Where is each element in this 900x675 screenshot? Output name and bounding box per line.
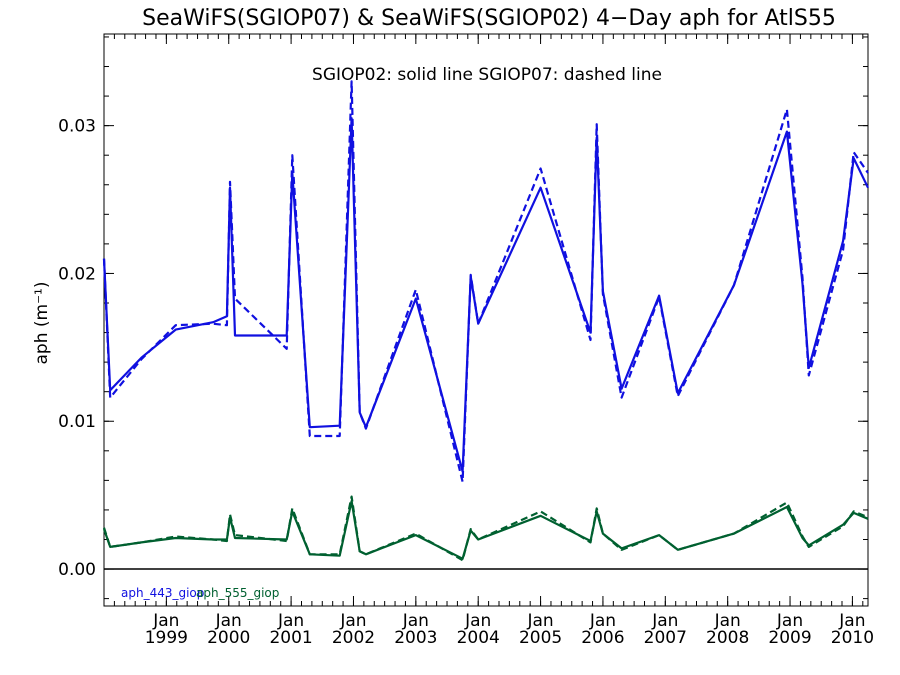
x-tick-month-label: Jan — [277, 611, 304, 631]
x-tick-year-label: 2006 — [581, 628, 624, 648]
x-tick-month-label: Jan — [464, 611, 491, 631]
x-tick-month-label: Jan — [526, 611, 553, 631]
x-tick-year-label: 2000 — [207, 628, 250, 648]
x-tick-year-label: 2004 — [457, 628, 500, 648]
line-style-note: SGIOP02: solid line SGIOP07: dashed line — [312, 65, 662, 85]
x-tick-month-label: Jan — [776, 611, 803, 631]
x-tick-year-label: 1999 — [145, 628, 188, 648]
x-tick-year-label: 2003 — [394, 628, 437, 648]
x-tick-month-label: Jan — [651, 611, 678, 631]
x-tick-month-label: Jan — [714, 611, 741, 631]
chart-title: SeaWiFS(SGIOP07) & SeaWiFS(SGIOP02) 4−Da… — [142, 6, 836, 31]
y-tick-label: 0.03 — [58, 117, 96, 137]
x-tick-year-label: 2008 — [706, 628, 749, 648]
x-tick-year-label: 2005 — [519, 628, 562, 648]
x-tick-year-label: 2009 — [768, 628, 811, 648]
x-tick-year-label: 2002 — [332, 628, 375, 648]
series-line-aph_555_giop-solid — [102, 500, 869, 560]
x-tick-month-label: Jan — [339, 611, 366, 631]
axes: 0.000.010.020.03Jan1999Jan2000Jan2001Jan… — [58, 34, 874, 648]
series-line-aph_555_giop-dashed — [102, 495, 869, 562]
x-tick-year-label: 2001 — [269, 628, 312, 648]
plot-frame — [103, 33, 869, 607]
legend-entry-aph_443_giop: aph_443_giop — [121, 586, 204, 600]
series-group — [102, 80, 869, 562]
y-tick-label: 0.01 — [58, 412, 96, 432]
series-line-aph_443_giop-dashed — [102, 80, 869, 483]
y-axis-label: aph (m⁻¹) — [32, 282, 52, 365]
x-tick-year-label: 2010 — [831, 628, 874, 648]
series-line-aph_443_giop-solid — [102, 117, 869, 473]
x-tick-month-label: Jan — [215, 611, 242, 631]
y-tick-label: 0.02 — [58, 264, 96, 284]
x-tick-year-label: 2007 — [644, 628, 687, 648]
x-tick-month-label: Jan — [838, 611, 865, 631]
y-tick-label: 0.00 — [58, 560, 96, 580]
x-tick-month-label: Jan — [152, 611, 179, 631]
legend-entry-aph_555_giop: aph_555_giop — [196, 586, 279, 600]
x-tick-month-label: Jan — [402, 611, 429, 631]
x-tick-month-label: Jan — [589, 611, 616, 631]
